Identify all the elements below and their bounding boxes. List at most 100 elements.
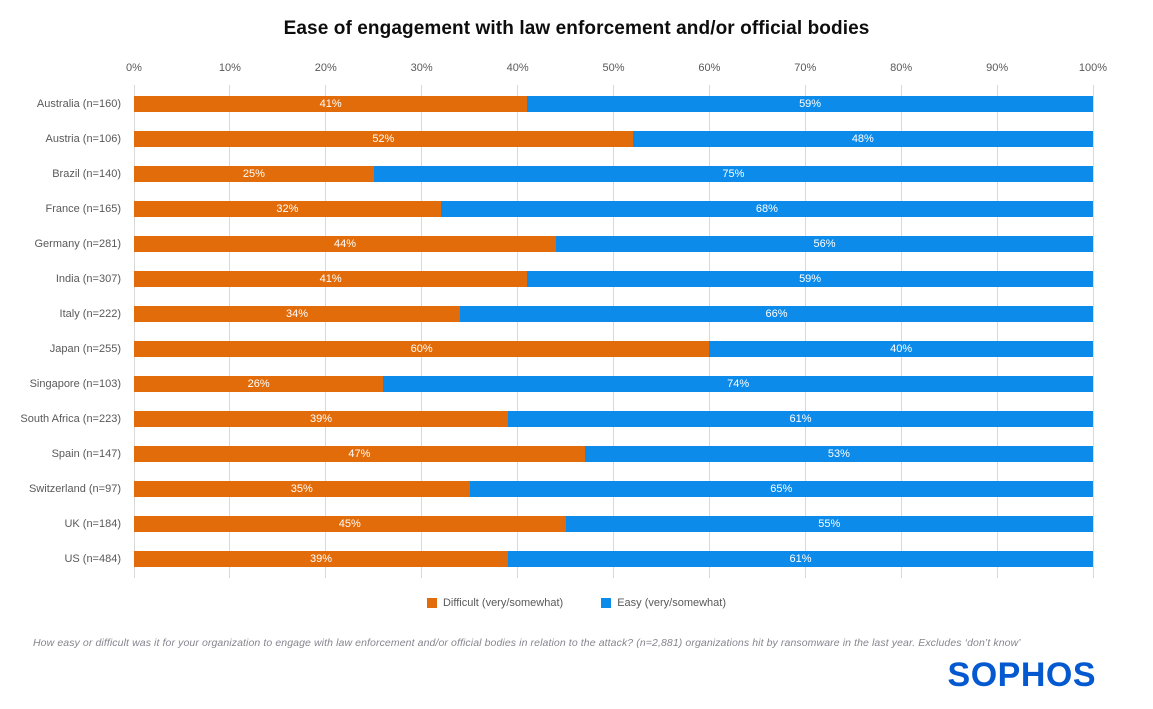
gridline	[325, 85, 327, 578]
bar-value-label: 47%	[348, 448, 371, 460]
chart-row: 25% 75%	[134, 166, 1093, 182]
bar-value-label: 34%	[286, 308, 309, 320]
category-label: Japan (n=255)	[49, 343, 121, 355]
plot-area: 41% 59% 52% 48% 25% 75% 32% 68% 44% 56% 41% 59% 34% 6…	[133, 85, 1094, 578]
bar-segment: 35%	[134, 481, 470, 497]
gridline	[900, 85, 902, 578]
category-label: India (n=307)	[55, 273, 121, 285]
bar-segment: 59%	[527, 271, 1093, 287]
chart-row: 60% 40%	[134, 341, 1093, 357]
legend: Difficult (very/somewhat) Easy (very/som…	[0, 597, 1153, 609]
bar-segment: 32%	[134, 201, 441, 217]
bar-value-label: 59%	[799, 98, 822, 110]
gridline	[1092, 85, 1094, 578]
bar-value-label: 55%	[818, 518, 841, 530]
category-label: US (n=484)	[64, 553, 121, 565]
bar-segment: 53%	[584, 446, 1093, 462]
bar-value-label: 59%	[799, 273, 822, 285]
bar-segment: 55%	[565, 516, 1093, 532]
chart-row: 32% 68%	[134, 201, 1093, 217]
category-label: Germany (n=281)	[34, 238, 121, 250]
bar-value-label: 68%	[755, 203, 778, 215]
category-label: Australia (n=160)	[36, 98, 121, 110]
chart-row: 52% 48%	[134, 131, 1093, 147]
legend-item-easy: Easy (very/somewhat)	[601, 597, 726, 609]
bar-segment: 41%	[134, 96, 528, 112]
bar-value-label: 45%	[338, 518, 361, 530]
bar-segment: 44%	[134, 236, 556, 252]
x-axis-tick: 40%	[506, 62, 529, 74]
bar-segment: 61%	[508, 411, 1093, 427]
chart-row: 41% 59%	[134, 271, 1093, 287]
bar-segment: 25%	[134, 166, 374, 182]
bar-segment: 59%	[527, 96, 1093, 112]
bar-value-label: 61%	[789, 553, 812, 565]
chart-row: 47% 53%	[134, 446, 1093, 462]
bar-segment: 52%	[134, 131, 633, 147]
bar-value-label: 52%	[372, 133, 395, 145]
category-label: Spain (n=147)	[51, 448, 121, 460]
bar-value-label: 41%	[319, 273, 342, 285]
bar-segment: 61%	[508, 551, 1093, 567]
bar-segment: 34%	[134, 306, 461, 322]
chart-row: 39% 61%	[134, 551, 1093, 567]
chart-row: 35% 65%	[134, 481, 1093, 497]
footnote: How easy or difficult was it for your or…	[33, 637, 1021, 649]
legend-label-easy: Easy (very/somewhat)	[617, 597, 727, 609]
legend-swatch-difficult	[426, 598, 437, 608]
category-label: Italy (n=222)	[59, 308, 121, 320]
gridline	[133, 85, 135, 578]
y-axis-labels: Australia (n=160) Austria (n=106) Brazil (…	[0, 85, 127, 578]
gridline	[996, 85, 998, 578]
bar-value-label: 56%	[813, 238, 836, 250]
bar-segment: 68%	[440, 201, 1093, 217]
x-axis-tick: 60%	[698, 62, 721, 74]
category-label: Switzerland (n=97)	[28, 483, 121, 495]
chart-row: 26% 74%	[134, 376, 1093, 392]
bar-value-label: 26%	[247, 378, 270, 390]
bar-value-label: 74%	[727, 378, 750, 390]
gridline	[517, 85, 519, 578]
chart-row: 44% 56%	[134, 236, 1093, 252]
gridline	[613, 85, 614, 578]
bar-segment: 65%	[469, 481, 1093, 497]
gridline	[421, 85, 423, 578]
x-axis-tick: 90%	[986, 62, 1009, 74]
chart-row: 39% 61%	[134, 411, 1093, 427]
gridline	[229, 85, 231, 578]
bar-segment: 39%	[134, 551, 508, 567]
x-axis-tick: 10%	[218, 62, 241, 74]
bar-segment: 40%	[709, 341, 1093, 357]
x-axis-tick: 70%	[794, 62, 817, 74]
bar-segment: 47%	[134, 446, 585, 462]
bar-value-label: 75%	[722, 168, 745, 180]
bar-value-label: 39%	[309, 553, 333, 565]
gridline	[708, 85, 710, 578]
chart-row: 45% 55%	[134, 516, 1093, 532]
category-label: Austria (n=106)	[45, 133, 121, 145]
category-label: South Africa (n=223)	[20, 413, 121, 425]
category-label: UK (n=184)	[64, 518, 121, 530]
legend-item-difficult: Difficult (very/somewhat)	[426, 597, 563, 609]
bar-value-label: 53%	[827, 448, 850, 460]
x-axis-tick: 30%	[410, 62, 433, 74]
x-axis-tick: 20%	[314, 62, 337, 74]
bar-segment: 75%	[373, 166, 1093, 182]
category-label: France (n=165)	[45, 203, 121, 215]
bar-value-label: 65%	[770, 483, 793, 495]
bar-segment: 66%	[460, 306, 1093, 322]
x-axis-tick: 0%	[126, 62, 142, 74]
x-axis-tick: 50%	[602, 62, 625, 74]
bar-segment: 74%	[383, 376, 1093, 392]
bar-segment: 26%	[134, 376, 384, 392]
x-axis: 0% 10% 20% 30% 40% 50% 60% 70% 80% 90% 100%	[126, 62, 1107, 76]
bar-value-label: 32%	[276, 203, 299, 215]
bar-value-label: 44%	[333, 238, 356, 250]
bar-value-label: 41%	[319, 98, 342, 110]
bar-segment: 39%	[134, 411, 508, 427]
bar-value-label: 40%	[890, 343, 913, 355]
category-label: Singapore (n=103)	[29, 378, 121, 390]
bar-value-label: 35%	[290, 483, 313, 495]
x-axis-tick: 100%	[1078, 62, 1108, 74]
